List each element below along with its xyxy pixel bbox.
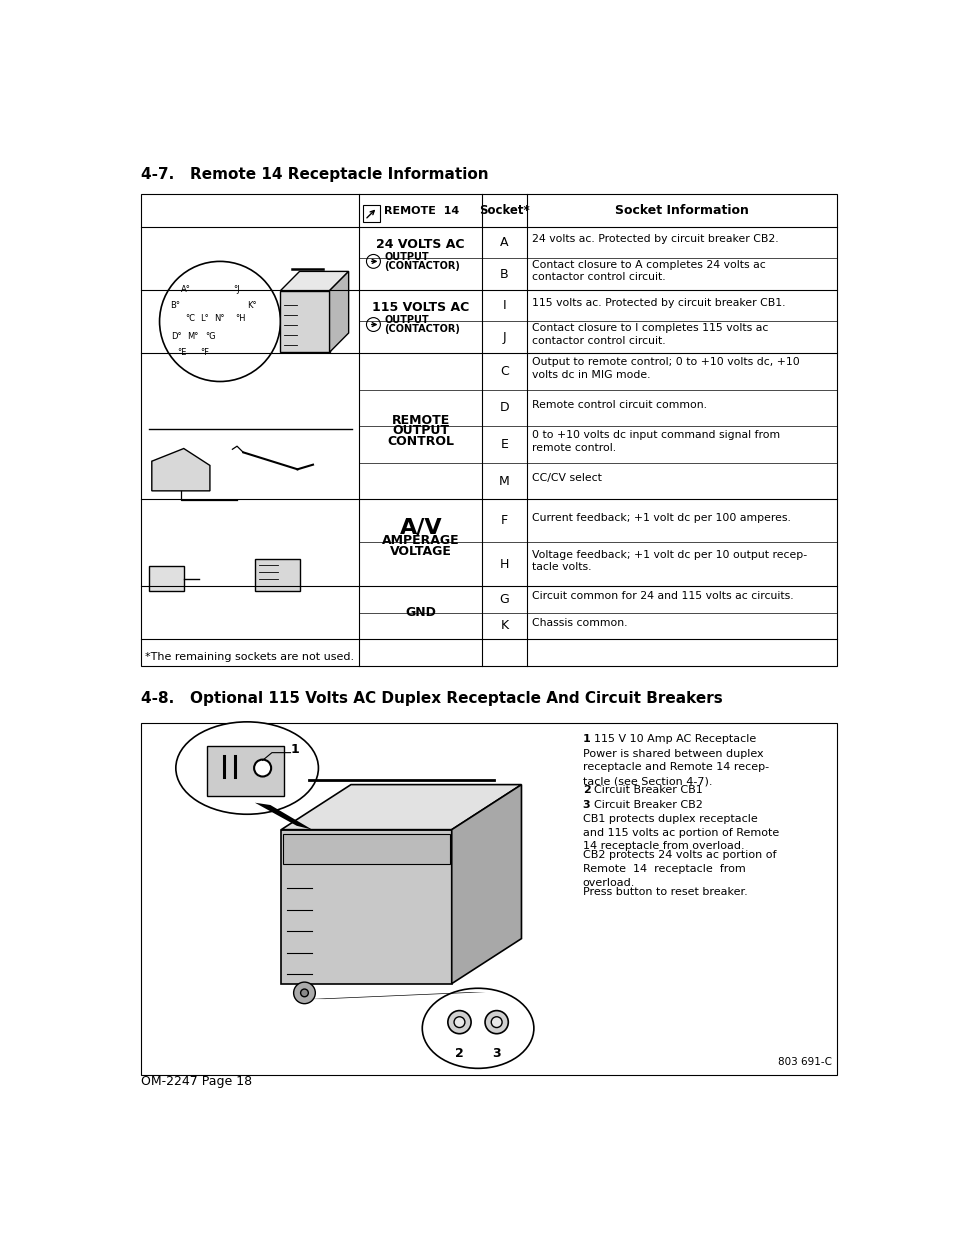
Polygon shape [310,992,485,999]
Text: Contact closure to A completes 24 volts ac
contactor control circuit.: Contact closure to A completes 24 volts … [531,259,764,283]
Polygon shape [281,784,521,830]
Text: °J: °J [233,284,239,294]
Text: CB2 protects 24 volts ac portion of
Remote  14  receptacle  from
overload.: CB2 protects 24 volts ac portion of Remo… [582,851,776,888]
Text: OUTPUT: OUTPUT [392,425,449,437]
Text: Chassis common.: Chassis common. [531,618,626,627]
Text: B: B [499,268,508,280]
Text: L°: L° [200,314,209,324]
Text: °F: °F [200,348,209,357]
Text: F: F [500,515,507,527]
Text: A°: A° [181,284,191,294]
Text: 115 VOLTS AC: 115 VOLTS AC [372,301,469,314]
Polygon shape [152,448,210,490]
Text: Contact closure to I completes 115 volts ac
contactor control circuit.: Contact closure to I completes 115 volts… [531,322,767,346]
Text: CONTROL: CONTROL [387,435,454,448]
Polygon shape [280,272,348,290]
Text: A/V: A/V [399,517,441,537]
Text: 2: 2 [455,1047,463,1060]
Circle shape [300,989,308,997]
Text: Circuit Breaker CB1: Circuit Breaker CB1 [593,785,701,795]
Text: 2: 2 [582,785,590,795]
Ellipse shape [422,988,534,1068]
Text: Circuit common for 24 and 115 volts ac circuits.: Circuit common for 24 and 115 volts ac c… [531,592,792,601]
Text: 4-7.   Remote 14 Receptacle Information: 4-7. Remote 14 Receptacle Information [141,168,488,183]
Text: G: G [499,593,509,605]
Text: REMOTE: REMOTE [391,414,450,426]
Text: 115 volts ac. Protected by circuit breaker CB1.: 115 volts ac. Protected by circuit break… [531,298,784,308]
Text: Current feedback; +1 volt dc per 100 amperes.: Current feedback; +1 volt dc per 100 amp… [531,513,790,522]
Circle shape [366,317,380,331]
Ellipse shape [175,721,318,814]
Text: 1: 1 [291,743,299,756]
Text: Remote control circuit common.: Remote control circuit common. [531,400,706,410]
Text: M°: M° [187,332,198,341]
Text: Power is shared between duplex
receptacle and Remote 14 recep-
tacle (see Sectio: Power is shared between duplex receptacl… [582,748,768,785]
Bar [207,746,284,795]
Text: °E: °E [177,348,187,357]
Text: °G: °G [205,332,215,341]
Text: VOLTAGE: VOLTAGE [390,545,451,558]
Text: C: C [499,364,508,378]
Text: D°: D° [171,332,182,341]
Text: K°: K° [247,301,256,310]
Text: 803 691-C: 803 691-C [778,1057,831,1067]
Polygon shape [254,803,312,830]
Text: 3: 3 [582,799,590,810]
Text: *The remaining sockets are not used.: *The remaining sockets are not used. [145,652,354,662]
Text: Socket Information: Socket Information [615,204,748,217]
Text: 24 volts ac. Protected by circuit breaker CB2.: 24 volts ac. Protected by circuit breake… [531,235,778,245]
Bar [149,567,183,592]
Text: D: D [499,401,509,415]
Text: CB1 protects duplex receptacle
and 115 volts ac portion of Remote
14 receptacle : CB1 protects duplex receptacle and 115 v… [582,814,779,851]
Text: 1: 1 [582,734,590,745]
Polygon shape [329,272,348,352]
Bar [141,194,836,667]
Bar [141,724,836,1074]
Circle shape [484,1010,508,1034]
Text: OUTPUT: OUTPUT [384,252,429,262]
Text: 3: 3 [492,1047,500,1060]
Bar [281,830,452,983]
Bar [254,558,299,592]
Text: I: I [502,299,506,312]
Text: Socket*: Socket* [478,204,529,217]
Text: A: A [499,236,508,249]
Text: N°: N° [213,314,224,324]
Text: 115 V 10 Amp AC Receptacle: 115 V 10 Amp AC Receptacle [593,734,755,745]
Text: AMPERAGE: AMPERAGE [381,535,459,547]
Circle shape [447,1010,471,1034]
Text: 4-8.   Optional 115 Volts AC Duplex Receptacle And Circuit Breakers: 4-8. Optional 115 Volts AC Duplex Recept… [141,692,722,706]
Text: REMOTE  14: REMOTE 14 [383,205,458,216]
Text: OM-2247 Page 18: OM-2247 Page 18 [141,1076,252,1088]
Circle shape [454,1016,464,1028]
Bar [362,205,379,222]
Text: K: K [499,620,508,632]
Circle shape [159,262,280,382]
Text: 24 VOLTS AC: 24 VOLTS AC [376,238,464,251]
Text: °H: °H [235,314,246,324]
Text: H: H [499,557,509,571]
Text: Voltage feedback; +1 volt dc per 10 output recep-
tacle volts.: Voltage feedback; +1 volt dc per 10 outp… [531,550,806,572]
Text: 0 to +10 volts dc input command signal from
remote control.: 0 to +10 volts dc input command signal f… [531,430,779,453]
Circle shape [366,254,380,268]
Text: J: J [502,331,506,343]
Text: E: E [500,438,508,451]
Text: GND: GND [405,606,436,619]
Text: B°: B° [171,301,180,310]
Text: CC/CV select: CC/CV select [531,473,600,483]
Text: Output to remote control; 0 to +10 volts dc, +10
volts dc in MIG mode.: Output to remote control; 0 to +10 volts… [531,357,799,379]
Text: °C: °C [185,314,194,324]
Bar [282,834,450,864]
Text: Circuit Breaker CB2: Circuit Breaker CB2 [593,799,701,810]
Circle shape [294,982,315,1004]
Circle shape [491,1016,501,1028]
Text: Press button to reset breaker.: Press button to reset breaker. [582,887,746,897]
Text: (CONTACTOR): (CONTACTOR) [384,324,459,335]
Text: (CONTACTOR): (CONTACTOR) [384,261,459,270]
Text: M: M [498,474,509,488]
Circle shape [253,760,271,777]
Polygon shape [452,784,521,983]
Bar [280,290,329,352]
Text: OUTPUT: OUTPUT [384,315,429,325]
